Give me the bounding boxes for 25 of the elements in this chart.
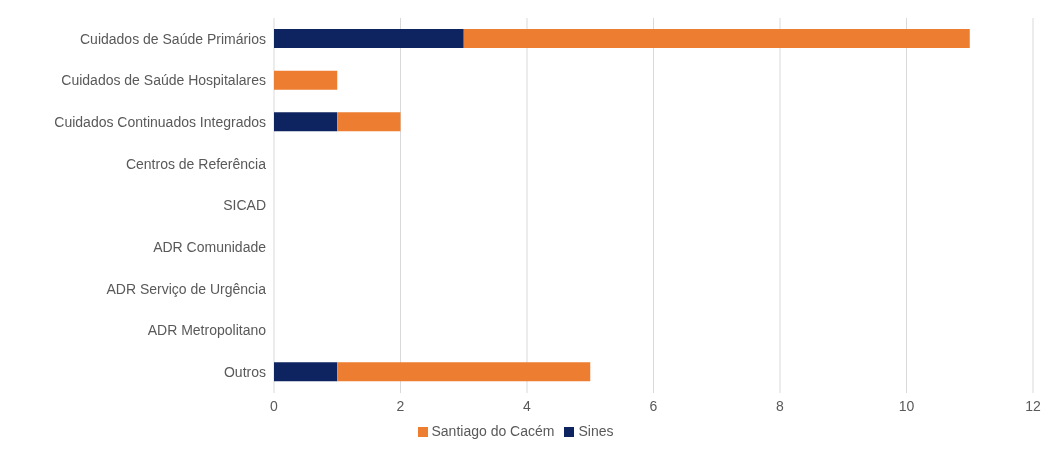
- x-tick-label: 10: [898, 397, 915, 414]
- x-tick-label: 4: [523, 397, 532, 414]
- y-tick-label: Centros de Referência: [125, 155, 267, 172]
- bar: [274, 362, 338, 382]
- x-tick-label: 2: [396, 397, 405, 414]
- legend-label: Santiago do Cacém: [431, 423, 555, 439]
- legend-label: Sines: [578, 423, 614, 439]
- x-tick-label: 0: [270, 397, 279, 414]
- y-tick-label: Outros: [223, 364, 266, 381]
- y-tick-label: Cuidados de Saúde Hospitalares: [61, 72, 266, 89]
- bar: [274, 112, 338, 132]
- bar: [274, 70, 338, 90]
- y-tick-label: Cuidados de Saúde Primários: [80, 30, 266, 47]
- bar: [274, 29, 464, 48]
- bar: [463, 29, 970, 48]
- bar: [337, 112, 401, 132]
- y-tick-label: ADR Comunidade: [153, 239, 267, 256]
- x-tick-label: 8: [776, 397, 785, 414]
- y-tick-label: ADR Metropolitano: [147, 322, 267, 339]
- y-tick-label: SICAD: [223, 197, 266, 214]
- x-tick-label: 6: [649, 397, 658, 414]
- y-tick-label: Cuidados Continuados Integrados: [54, 114, 266, 131]
- y-tick-label: ADR Serviço de Urgência: [106, 280, 267, 297]
- bar: [337, 362, 591, 382]
- x-tick-label: 12: [1025, 397, 1041, 414]
